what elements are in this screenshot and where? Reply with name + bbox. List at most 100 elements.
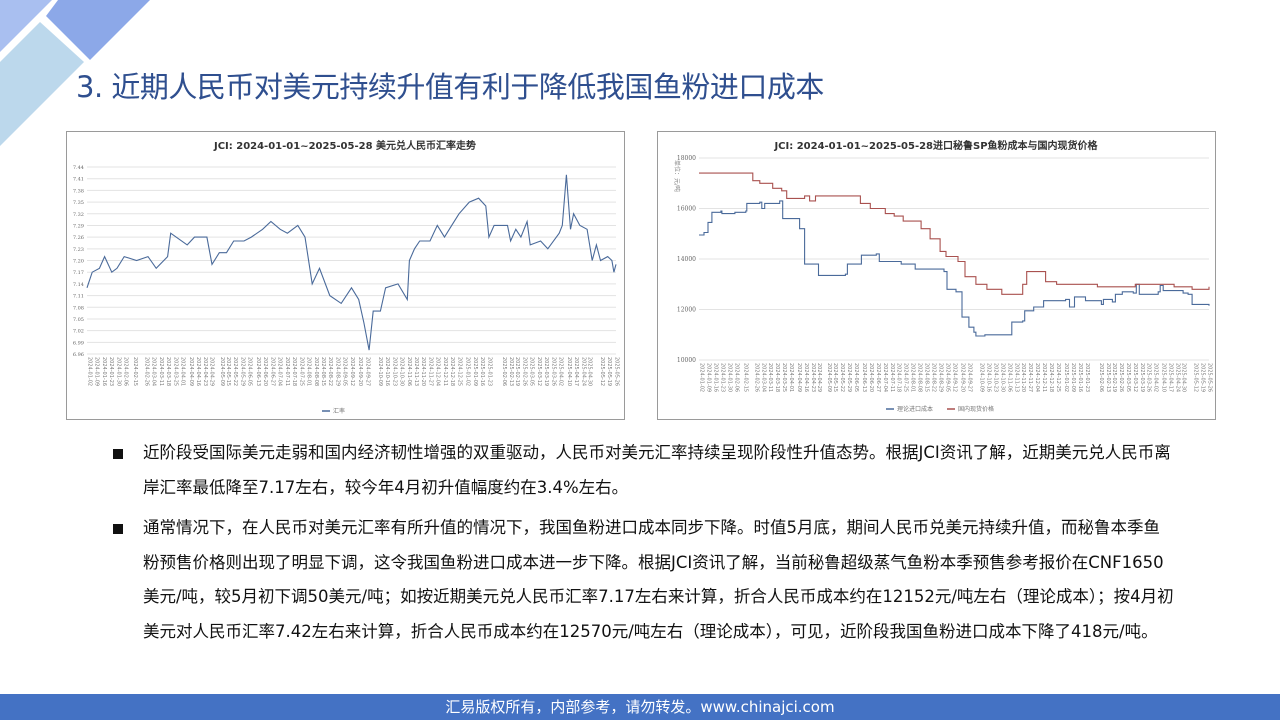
x-tick-label: 2024-10-30 (399, 357, 405, 386)
y-tick-label: 7.02 (73, 329, 84, 335)
x-tick-label: 2024-06-13 (861, 363, 867, 392)
y-axis-label: 单位：元/吨 (673, 160, 681, 192)
x-tick-label: 2024-06-05 (853, 363, 859, 392)
x-tick-label: 2024-02-26 (143, 357, 149, 386)
y-tick-label: 7.08 (73, 305, 84, 311)
x-tick-label: 2024-01-02 (699, 363, 705, 392)
x-tick-label: 2024-07-04 (882, 363, 888, 392)
bullet-item: 近阶段受国际美元走弱和国内经济韧性增强的双重驱动，人民币对美元汇率持续呈现阶段性… (110, 436, 1175, 505)
x-tick-label: 2024-07-11 (284, 357, 290, 386)
y-tick-label: 7.11 (73, 294, 84, 300)
x-tick-label: 2024-08-22 (327, 357, 333, 386)
x-tick-label: 2024-04-16 (195, 357, 201, 386)
x-tick-label: 2024-01-09 (94, 357, 100, 386)
x-tick-label: 2024-02-15 (742, 363, 748, 392)
x-tick-label: 2024-10-16 (985, 363, 991, 392)
y-tick-label: 7.32 (73, 212, 84, 218)
x-tick-label: 2024-09-27 (966, 363, 972, 392)
x-tick-label: 2024-03-04 (760, 363, 766, 392)
x-tick-label: 2024-11-20 (1020, 363, 1026, 392)
x-tick-label: 2024-08-29 (938, 363, 944, 392)
x-tick-label: 2025-01-23 (486, 357, 492, 386)
x-tick-label: 2025-01-16 (479, 357, 485, 386)
x-tick-label: 2024-05-22 (839, 363, 845, 392)
x-tick-label: 2024-07-18 (896, 363, 902, 392)
x-tick-label: 2024-07-04 (277, 357, 283, 386)
x-tick-label: 2025-05-19 (1200, 363, 1206, 392)
x-tick-label: 2025-02-13 (508, 357, 514, 386)
x-tick-label: 2024-10-09 (377, 357, 383, 386)
x-tick-label: 2024-01-16 (101, 357, 107, 386)
x-tick-label: 2025-01-02 (465, 357, 471, 386)
x-tick-label: 2024-11-13 (413, 357, 419, 386)
x-tick-label: 2024-04-01 (788, 363, 794, 392)
x-tick-label: 2024-05-09 (826, 363, 832, 392)
x-tick-label: 2024-04-23 (810, 363, 816, 392)
x-tick-label: 2025-01-02 (1063, 363, 1069, 392)
x-tick-label: 2024-01-23 (108, 357, 114, 386)
x-tick-label: 2025-03-12 (1132, 363, 1138, 392)
x-tick-label: 2024-11-06 (406, 357, 412, 386)
x-tick-label: 2025-01-16 (1077, 363, 1083, 392)
x-tick-label: 2024-01-02 (87, 357, 93, 386)
x-tick-label: 2024-08-15 (320, 357, 326, 386)
x-tick-label: 2024-02-06 (733, 363, 739, 392)
x-tick-label: 2024-11-13 (1013, 363, 1019, 392)
x-tick-label: 2024-03-04 (151, 357, 157, 386)
legend-label: 国内现货价格 (958, 405, 994, 413)
x-tick-label: 2024-06-20 (262, 357, 268, 386)
x-tick-label: 2024-06-27 (875, 363, 881, 392)
x-tick-label: 2024-08-29 (334, 357, 340, 386)
x-tick-label: 2024-09-12 (349, 357, 355, 386)
x-tick-label: 2024-12-04 (1034, 363, 1040, 392)
x-tick-label: 2024-03-11 (158, 357, 164, 386)
x-tick-label: 2024-06-13 (255, 357, 261, 386)
y-tick-label: 6.99 (73, 340, 84, 346)
legend-label: 理论进口成本 (897, 405, 933, 413)
x-tick-label: 2025-04-30 (587, 357, 593, 386)
y-tick-label: 7.26 (73, 235, 84, 241)
x-tick-label: 2025-04-24 (1175, 363, 1181, 392)
x-tick-label: 2024-12-18 (449, 357, 455, 386)
x-tick-label: 2024-09-20 (959, 363, 965, 392)
x-tick-label: 2025-02-06 (1098, 363, 1104, 392)
x-tick-label: 2025-04-02 (558, 357, 564, 386)
x-tick-label: 2024-08-08 (917, 363, 923, 392)
x-tick-label: 2024-01-30 (115, 357, 121, 386)
y-tick-label: 7.29 (73, 223, 84, 229)
x-tick-label: 2024-10-09 (978, 363, 984, 392)
x-tick-label: 2024-04-23 (202, 357, 208, 386)
y-tick-label: 6.96 (73, 352, 84, 358)
y-tick-label: 16000 (677, 206, 696, 213)
x-tick-label: 2024-03-11 (767, 363, 773, 392)
x-tick-label: 2024-07-25 (298, 357, 304, 386)
corner-decoration (0, 0, 150, 146)
x-tick-label: 2024-02-15 (132, 357, 138, 386)
x-tick-label: 2025-04-10 (566, 357, 572, 386)
y-tick-label: 7.23 (73, 247, 84, 253)
x-tick-label: 2024-03-25 (172, 357, 178, 386)
x-tick-label: 2024-08-01 (910, 363, 916, 392)
x-tick-label: 2025-02-06 (501, 357, 507, 386)
x-tick-label: 2025-02-13 (1105, 363, 1111, 392)
x-tick-label: 2025-04-10 (1161, 363, 1167, 392)
exchange-rate-chart: JCI: 2024-01-01~2025-05-28 美元兑人民币汇率走势 6.9… (66, 131, 625, 420)
x-tick-label: 2025-01-23 (1084, 363, 1090, 392)
x-tick-label: 2024-08-08 (313, 357, 319, 386)
x-tick-label: 2025-03-05 (529, 357, 535, 386)
x-tick-label: 2024-07-11 (889, 363, 895, 392)
page-title: 3. 近期人民币对美元持续升值有利于降低我国鱼粉进口成本 (76, 70, 824, 104)
bullet-list: 近阶段受国际美元走弱和国内经济韧性增强的双重驱动，人民币对美元汇率持续呈现阶段性… (110, 436, 1175, 655)
x-tick-label: 2024-10-30 (999, 363, 1005, 392)
chart-title: JCI: 2024-01-01~2025-05-28 美元兑人民币汇率走势 (213, 139, 476, 152)
y-tick-label: 7.35 (73, 200, 84, 206)
x-tick-label: 2024-11-27 (1027, 363, 1033, 392)
footer-bar: 汇易版权所有，内部参考，请勿转发。www.chinajci.com (0, 694, 1280, 720)
x-tick-label: 2025-04-02 (1153, 363, 1159, 392)
x-tick-label: 2024-05-29 (846, 363, 852, 392)
x-tick-label: 2025-03-26 (550, 357, 556, 386)
x-tick-label: 2024-09-05 (945, 363, 951, 392)
x-tick-label: 2024-06-05 (247, 357, 253, 386)
x-tick-label: 2024-11-06 (1006, 363, 1012, 392)
y-tick-label: 7.41 (73, 177, 84, 183)
